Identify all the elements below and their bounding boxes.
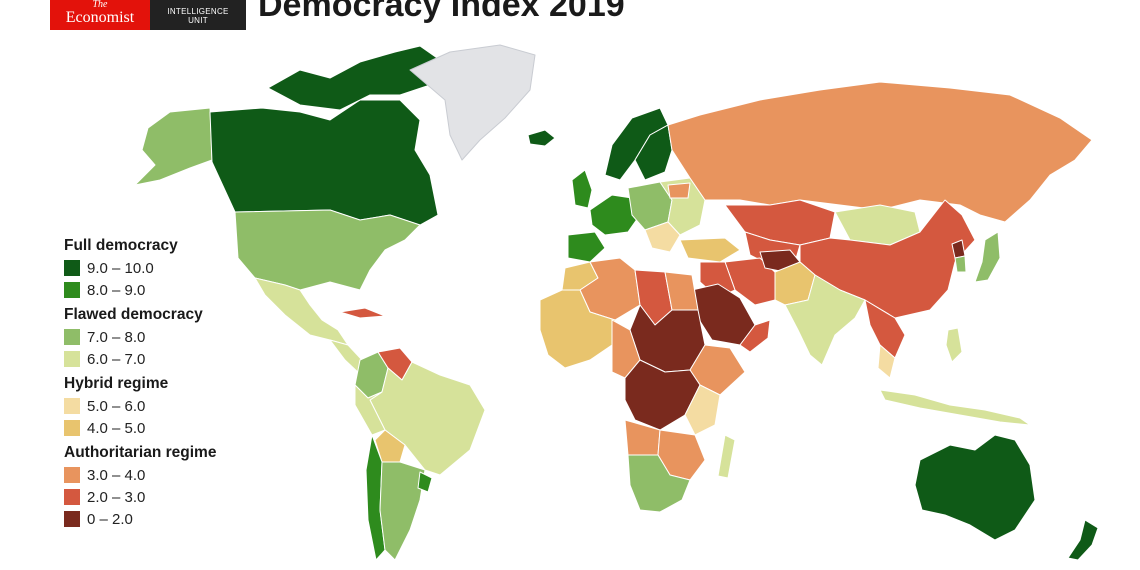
logo-unit-line1: INTELLIGENCE bbox=[167, 6, 229, 16]
region-mexico[interactable] bbox=[254, 277, 349, 346]
legend-category-full-democracy: Full democracy 9.0 – 10.0 8.0 – 9.0 bbox=[64, 237, 264, 301]
page-title: Democracy Index 2019 bbox=[258, 0, 625, 24]
legend-bin: 9.0 – 10.0 bbox=[64, 257, 264, 279]
region-uruguay[interactable] bbox=[417, 471, 433, 493]
region-japan[interactable] bbox=[974, 231, 1001, 283]
region-madagascar[interactable] bbox=[717, 434, 736, 479]
economist-logo: The Economist bbox=[50, 0, 150, 30]
region-turkey[interactable] bbox=[679, 237, 741, 263]
legend-swatch bbox=[64, 329, 80, 345]
region-australia[interactable] bbox=[914, 434, 1036, 541]
legend-bin: 2.0 – 3.0 bbox=[64, 486, 264, 508]
legend-bin-label: 3.0 – 4.0 bbox=[87, 466, 146, 484]
header: The Economist INTELLIGENCE UNIT bbox=[50, 0, 246, 30]
legend-swatch bbox=[64, 260, 80, 276]
legend-category-authoritarian-regime: Authoritarian regime 3.0 – 4.0 2.0 – 3.0… bbox=[64, 444, 264, 530]
legend-swatch bbox=[64, 282, 80, 298]
region-oman-yemen[interactable] bbox=[739, 319, 771, 353]
region-alaska[interactable] bbox=[134, 107, 213, 186]
legend-bin: 3.0 – 4.0 bbox=[64, 464, 264, 486]
legend-category-title: Full democracy bbox=[64, 237, 178, 254]
legend-category-title: Hybrid regime bbox=[64, 375, 169, 392]
legend-swatch bbox=[64, 420, 80, 436]
logo-the: The bbox=[92, 0, 108, 10]
region-southern-africa[interactable] bbox=[627, 454, 691, 513]
region-uk[interactable] bbox=[571, 169, 593, 209]
legend-bin: 8.0 – 9.0 bbox=[64, 279, 264, 301]
legend-bin-label: 8.0 – 9.0 bbox=[87, 281, 146, 299]
legend-swatch bbox=[64, 351, 80, 367]
legend-swatch bbox=[64, 511, 80, 527]
legend-category-flawed-democracy: Flawed democracy 7.0 – 8.0 6.0 – 7.0 bbox=[64, 306, 264, 370]
region-india[interactable] bbox=[784, 274, 866, 366]
legend-bin-label: 6.0 – 7.0 bbox=[87, 350, 146, 368]
eiu-logo: INTELLIGENCE UNIT bbox=[150, 0, 246, 30]
legend-swatch bbox=[64, 489, 80, 505]
logo-name: Economist bbox=[65, 9, 135, 26]
legend-category-title: Authoritarian regime bbox=[64, 444, 217, 461]
legend-category-title: Flawed democracy bbox=[64, 306, 203, 323]
legend-category-hybrid-regime: Hybrid regime 5.0 – 6.0 4.0 – 5.0 bbox=[64, 375, 264, 439]
legend-bin-label: 7.0 – 8.0 bbox=[87, 328, 146, 346]
region-iberia[interactable] bbox=[567, 231, 606, 263]
legend-bin: 6.0 – 7.0 bbox=[64, 348, 264, 370]
legend-bin: 5.0 – 6.0 bbox=[64, 395, 264, 417]
legend-bin: 0 – 2.0 bbox=[64, 508, 264, 530]
region-canada[interactable] bbox=[209, 99, 439, 226]
region-thailand-malaysia[interactable] bbox=[877, 344, 896, 379]
region-balkans[interactable] bbox=[644, 221, 681, 253]
region-east-africa[interactable] bbox=[684, 384, 721, 436]
region-peru[interactable] bbox=[354, 384, 386, 436]
region-france-benelux[interactable] bbox=[589, 194, 641, 236]
region-new-zealand[interactable] bbox=[1067, 519, 1099, 561]
legend-bin-label: 9.0 – 10.0 bbox=[87, 259, 154, 277]
legend-swatch bbox=[64, 398, 80, 414]
region-argentina[interactable] bbox=[379, 461, 426, 561]
legend-bin-label: 5.0 – 6.0 bbox=[87, 397, 146, 415]
region-greenland bbox=[409, 44, 536, 161]
region-philippines[interactable] bbox=[945, 327, 963, 363]
legend-bin-label: 0 – 2.0 bbox=[87, 510, 133, 528]
region-indonesia[interactable] bbox=[879, 389, 1031, 426]
region-kazakhstan[interactable] bbox=[724, 199, 836, 246]
map-legend: Full democracy 9.0 – 10.0 8.0 – 9.0 Flaw… bbox=[64, 237, 264, 535]
legend-bin-label: 2.0 – 3.0 bbox=[87, 488, 146, 506]
region-south-korea[interactable] bbox=[954, 255, 967, 273]
legend-bin: 4.0 – 5.0 bbox=[64, 417, 264, 439]
legend-swatch bbox=[64, 467, 80, 483]
region-belarus[interactable] bbox=[667, 182, 691, 199]
region-cuba[interactable] bbox=[339, 307, 386, 319]
logo-unit-line2: UNIT bbox=[188, 16, 208, 26]
region-canadian-arctic[interactable] bbox=[267, 45, 441, 111]
legend-bin: 7.0 – 8.0 bbox=[64, 326, 264, 348]
region-russia[interactable] bbox=[667, 81, 1093, 223]
region-iceland[interactable] bbox=[527, 129, 556, 147]
legend-bin-label: 4.0 – 5.0 bbox=[87, 419, 146, 437]
